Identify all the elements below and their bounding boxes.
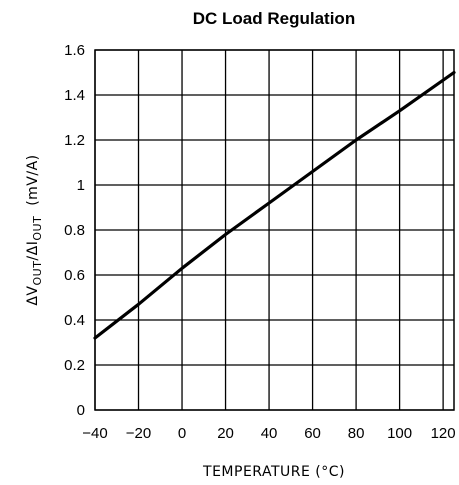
chart-title: DC Load Regulation (193, 9, 355, 28)
y-label-sub1: OUT (31, 261, 44, 286)
x-axis-label: TEMPERATURE (°C) (202, 464, 345, 480)
y-tick-label: 1.6 (64, 42, 85, 59)
x-tick-label: 40 (261, 425, 278, 442)
y-tick-label: 1.4 (64, 87, 85, 104)
x-tick-labels: −40 −20 0 20 40 60 80 100 120 (82, 425, 455, 442)
y-tick-labels: 0 0.2 0.4 0.6 0.8 1 1.2 1.4 1.6 (64, 42, 85, 419)
x-tick-label: −20 (126, 425, 151, 442)
x-tick-label: 20 (217, 425, 234, 442)
series-line (93, 70, 456, 340)
x-tick-label: 60 (304, 425, 321, 442)
x-tick-label: 100 (387, 425, 412, 442)
series-layer (93, 70, 456, 340)
y-label-mid: /ΔI (25, 241, 41, 261)
y-label-sub2: OUT (31, 216, 44, 241)
grid (94, 49, 454, 411)
y-tick-label: 0.8 (64, 222, 85, 239)
y-label-prefix: ΔV (25, 286, 41, 306)
y-tick-label: 0.4 (64, 312, 85, 329)
plot-frame (94, 49, 455, 411)
x-tick-label: −40 (82, 425, 107, 442)
x-tick-label: 0 (178, 425, 186, 442)
y-label-suffix: (mV/A) (25, 154, 41, 215)
y-tick-label: 0.2 (64, 357, 85, 374)
y-tick-label: 0 (77, 402, 85, 419)
y-axis-label: ΔVOUT/ΔIOUT (mV/A) (25, 154, 44, 305)
x-tick-label: 120 (431, 425, 456, 442)
x-tick-label: 80 (348, 425, 365, 442)
y-tick-label: 1 (77, 177, 85, 194)
y-tick-label: 1.2 (64, 132, 85, 149)
y-tick-label: 0.6 (64, 267, 85, 284)
